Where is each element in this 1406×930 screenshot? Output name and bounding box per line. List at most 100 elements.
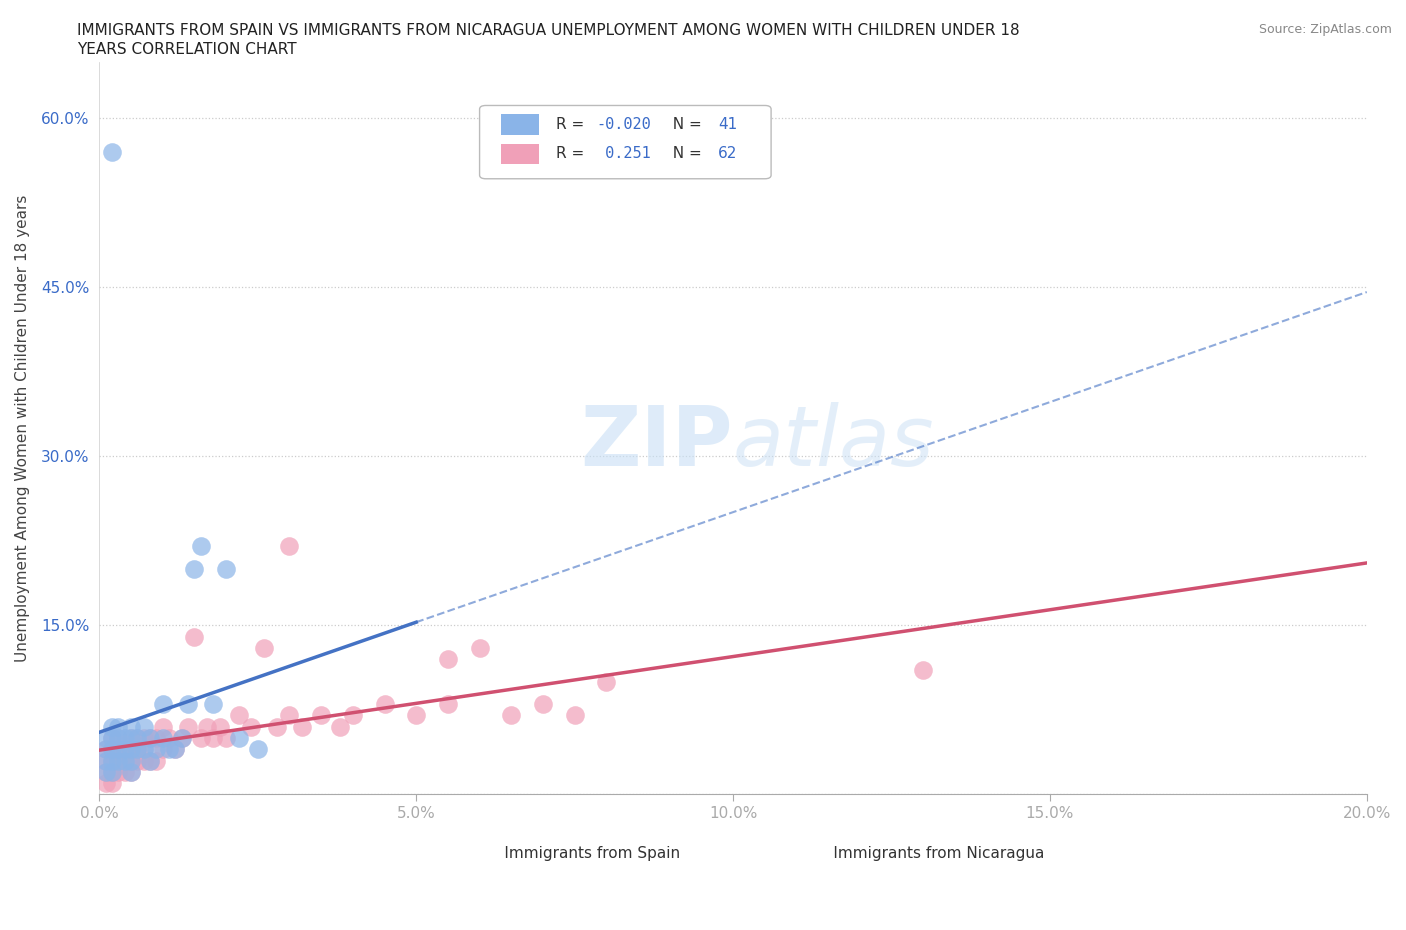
Bar bbox=[467, 845, 495, 862]
Text: Immigrants from Nicaragua: Immigrants from Nicaragua bbox=[808, 845, 1045, 860]
Point bbox=[215, 562, 238, 577]
Point bbox=[152, 742, 174, 757]
Point bbox=[132, 731, 155, 746]
Point bbox=[405, 708, 427, 723]
Point bbox=[501, 708, 523, 723]
Point bbox=[107, 764, 129, 779]
Point bbox=[152, 719, 174, 734]
Point bbox=[278, 538, 301, 553]
Point bbox=[912, 663, 935, 678]
Point bbox=[278, 708, 301, 723]
Point bbox=[165, 742, 187, 757]
Bar bbox=[501, 143, 538, 164]
Text: R =: R = bbox=[555, 146, 589, 161]
Point bbox=[437, 652, 460, 667]
Text: R =: R = bbox=[555, 117, 589, 132]
Point bbox=[309, 708, 332, 723]
Point bbox=[127, 742, 149, 757]
Point bbox=[127, 742, 149, 757]
Text: 62: 62 bbox=[718, 146, 737, 161]
Text: atlas: atlas bbox=[733, 402, 935, 483]
Text: N =: N = bbox=[664, 146, 707, 161]
Point bbox=[94, 742, 117, 757]
Point bbox=[107, 731, 129, 746]
Point bbox=[101, 719, 124, 734]
Point bbox=[132, 742, 155, 757]
FancyBboxPatch shape bbox=[479, 105, 770, 179]
Point bbox=[107, 753, 129, 768]
Point bbox=[94, 764, 117, 779]
Point bbox=[94, 731, 117, 746]
Point bbox=[152, 697, 174, 711]
Point bbox=[253, 641, 276, 656]
Point bbox=[468, 641, 491, 656]
Point bbox=[145, 731, 167, 746]
Point bbox=[202, 731, 225, 746]
Point bbox=[120, 742, 142, 757]
Point bbox=[145, 742, 167, 757]
Bar bbox=[803, 845, 831, 862]
Point bbox=[202, 697, 225, 711]
Text: IMMIGRANTS FROM SPAIN VS IMMIGRANTS FROM NICARAGUA UNEMPLOYMENT AMONG WOMEN WITH: IMMIGRANTS FROM SPAIN VS IMMIGRANTS FROM… bbox=[77, 23, 1019, 38]
Point bbox=[94, 753, 117, 768]
Point bbox=[94, 776, 117, 790]
Point bbox=[157, 742, 180, 757]
Point bbox=[266, 719, 288, 734]
Point bbox=[114, 753, 136, 768]
Point bbox=[132, 742, 155, 757]
Point bbox=[101, 753, 124, 768]
Text: ZIP: ZIP bbox=[581, 402, 733, 483]
Point bbox=[120, 764, 142, 779]
Point bbox=[107, 753, 129, 768]
Text: YEARS CORRELATION CHART: YEARS CORRELATION CHART bbox=[77, 42, 297, 57]
Point bbox=[177, 719, 200, 734]
Point bbox=[127, 731, 149, 746]
Point bbox=[132, 719, 155, 734]
Point bbox=[94, 753, 117, 768]
Point bbox=[120, 753, 142, 768]
Point bbox=[120, 753, 142, 768]
Point bbox=[564, 708, 586, 723]
Point bbox=[208, 719, 231, 734]
Text: -0.020: -0.020 bbox=[596, 117, 651, 132]
Point bbox=[107, 719, 129, 734]
Point bbox=[132, 753, 155, 768]
Point bbox=[101, 731, 124, 746]
Point bbox=[101, 776, 124, 790]
Text: Source: ZipAtlas.com: Source: ZipAtlas.com bbox=[1258, 23, 1392, 36]
Point bbox=[437, 697, 460, 711]
Point bbox=[165, 742, 187, 757]
Point bbox=[101, 742, 124, 757]
Point bbox=[228, 731, 250, 746]
Point bbox=[101, 764, 124, 779]
Point bbox=[101, 742, 124, 757]
Y-axis label: Unemployment Among Women with Children Under 18 years: Unemployment Among Women with Children U… bbox=[15, 194, 30, 661]
Point bbox=[190, 731, 212, 746]
Point bbox=[101, 753, 124, 768]
Text: 0.251: 0.251 bbox=[596, 146, 651, 161]
Bar bbox=[501, 114, 538, 135]
Point bbox=[291, 719, 314, 734]
Point bbox=[170, 731, 193, 746]
Point bbox=[190, 538, 212, 553]
Point bbox=[139, 731, 162, 746]
Point bbox=[114, 742, 136, 757]
Point bbox=[101, 731, 124, 746]
Point bbox=[195, 719, 218, 734]
Point bbox=[127, 731, 149, 746]
Point bbox=[139, 753, 162, 768]
Point bbox=[595, 674, 617, 689]
Point bbox=[120, 731, 142, 746]
Point bbox=[120, 719, 142, 734]
Point bbox=[107, 742, 129, 757]
Point bbox=[183, 629, 205, 644]
Point bbox=[94, 764, 117, 779]
Point bbox=[114, 753, 136, 768]
Point bbox=[373, 697, 395, 711]
Point bbox=[145, 753, 167, 768]
Point bbox=[157, 731, 180, 746]
Point bbox=[215, 731, 238, 746]
Point bbox=[329, 719, 352, 734]
Point bbox=[246, 742, 269, 757]
Point bbox=[127, 753, 149, 768]
